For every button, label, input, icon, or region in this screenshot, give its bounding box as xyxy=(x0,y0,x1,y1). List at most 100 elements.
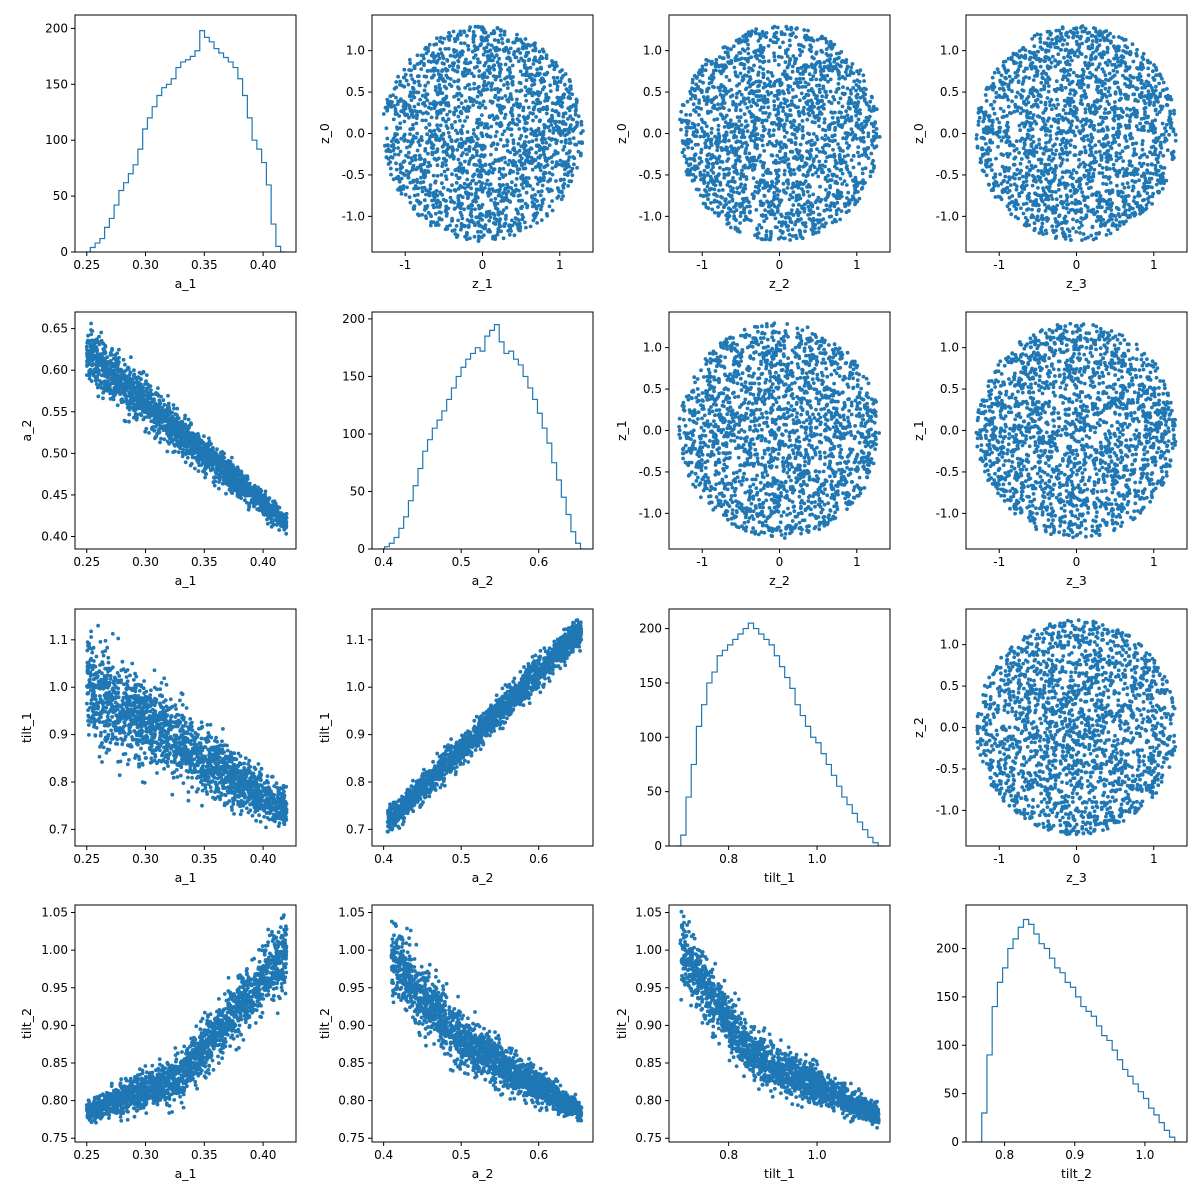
scatter-point xyxy=(456,114,461,119)
scatter-point xyxy=(874,126,879,131)
scatter-point xyxy=(557,127,561,132)
scatter-point xyxy=(409,73,413,78)
scatter-point xyxy=(1152,103,1156,107)
y-tick-label: 0.5 xyxy=(346,85,365,99)
scatter-point xyxy=(686,145,690,150)
scatter-point xyxy=(824,203,829,208)
scatter-point xyxy=(826,53,830,58)
scatter-point xyxy=(570,117,575,121)
scatter-point xyxy=(766,105,771,110)
scatter-point xyxy=(478,43,483,48)
scatter-point xyxy=(578,153,583,158)
histogram-bin xyxy=(109,218,114,252)
scatter-point xyxy=(820,34,824,39)
scatter-point xyxy=(448,34,453,38)
scatter-point xyxy=(447,134,452,139)
scatter-point xyxy=(506,162,511,167)
scatter-point xyxy=(415,53,420,58)
scatter-point xyxy=(530,167,535,172)
scatter-point xyxy=(462,207,466,212)
histogram-bin xyxy=(133,165,138,252)
scatter-point xyxy=(554,163,559,167)
scatter-point xyxy=(734,168,739,173)
scatter-point xyxy=(563,122,568,127)
scatter-point xyxy=(772,195,777,199)
scatter-point xyxy=(406,150,411,155)
scatter-point xyxy=(855,136,859,141)
scatter-point xyxy=(699,150,703,155)
scatter-point xyxy=(709,168,714,173)
scatter-point xyxy=(498,88,503,92)
scatter-point xyxy=(760,120,765,125)
scatter-point xyxy=(439,210,443,215)
scatter-point xyxy=(775,141,780,145)
scatter-point xyxy=(695,75,699,79)
scatter-point xyxy=(770,180,775,185)
scatter-point xyxy=(476,105,481,109)
scatter-point xyxy=(405,185,409,190)
scatter-point xyxy=(857,196,862,201)
histogram-bin xyxy=(262,163,267,252)
scatter-point xyxy=(537,119,542,124)
scatter-point xyxy=(772,58,777,63)
scatter-point xyxy=(429,60,433,64)
scatter-point xyxy=(789,208,794,213)
scatter-point xyxy=(492,67,496,72)
histogram-bin xyxy=(124,183,129,252)
scatter-point xyxy=(535,67,539,72)
scatter-point xyxy=(727,167,731,171)
scatter-point xyxy=(483,223,488,228)
scatter-point xyxy=(829,53,833,58)
scatter-point xyxy=(706,181,711,186)
scatter-point xyxy=(747,33,752,37)
scatter-point xyxy=(759,225,764,230)
scatter-point xyxy=(1060,175,1065,180)
scatter-point xyxy=(722,89,726,93)
scatter-point xyxy=(1084,39,1089,44)
scatter-point xyxy=(426,80,430,85)
y-tick-label: -0.5 xyxy=(639,168,662,182)
scatter-point xyxy=(468,99,473,104)
scatter-point xyxy=(509,106,514,111)
scatter-point xyxy=(730,124,734,129)
scatter-point xyxy=(722,125,727,129)
scatter-point xyxy=(516,142,521,146)
scatter-point xyxy=(438,123,443,128)
scatter-point xyxy=(735,171,740,176)
scatter-point xyxy=(445,75,450,80)
scatter-point xyxy=(534,137,539,142)
scatter-point xyxy=(479,184,483,188)
scatter-point xyxy=(1068,143,1073,148)
scatter-point xyxy=(766,131,771,136)
scatter-point xyxy=(1023,215,1028,220)
scatter-point xyxy=(452,79,457,84)
scatter-point xyxy=(1137,178,1141,183)
scatter-point xyxy=(1065,69,1070,73)
scatter-point xyxy=(800,204,804,209)
histogram-bin xyxy=(176,68,181,252)
scatter-point xyxy=(497,166,502,171)
scatter-point xyxy=(742,38,746,43)
scatter-point xyxy=(493,222,498,226)
scatter-point xyxy=(765,142,770,147)
scatter-point xyxy=(502,32,507,37)
scatter-point xyxy=(469,71,474,76)
scatter-point xyxy=(705,159,710,164)
scatter-point xyxy=(562,177,566,182)
scatter-point xyxy=(836,100,841,105)
scatter-point xyxy=(787,162,791,167)
scatter-point xyxy=(758,65,762,69)
scatter-point xyxy=(735,74,739,79)
scatter-point xyxy=(765,199,769,204)
scatter-point xyxy=(776,126,781,131)
scatter-point xyxy=(858,180,863,185)
scatter-point xyxy=(1051,42,1056,46)
scatter-point xyxy=(501,166,506,171)
scatter-point xyxy=(476,237,481,242)
scatter-point xyxy=(554,124,559,129)
scatter-point xyxy=(560,68,564,72)
scatter-point xyxy=(730,197,735,202)
scatter-point xyxy=(494,75,499,80)
scatter-point xyxy=(457,169,462,173)
scatter-point xyxy=(480,88,485,93)
